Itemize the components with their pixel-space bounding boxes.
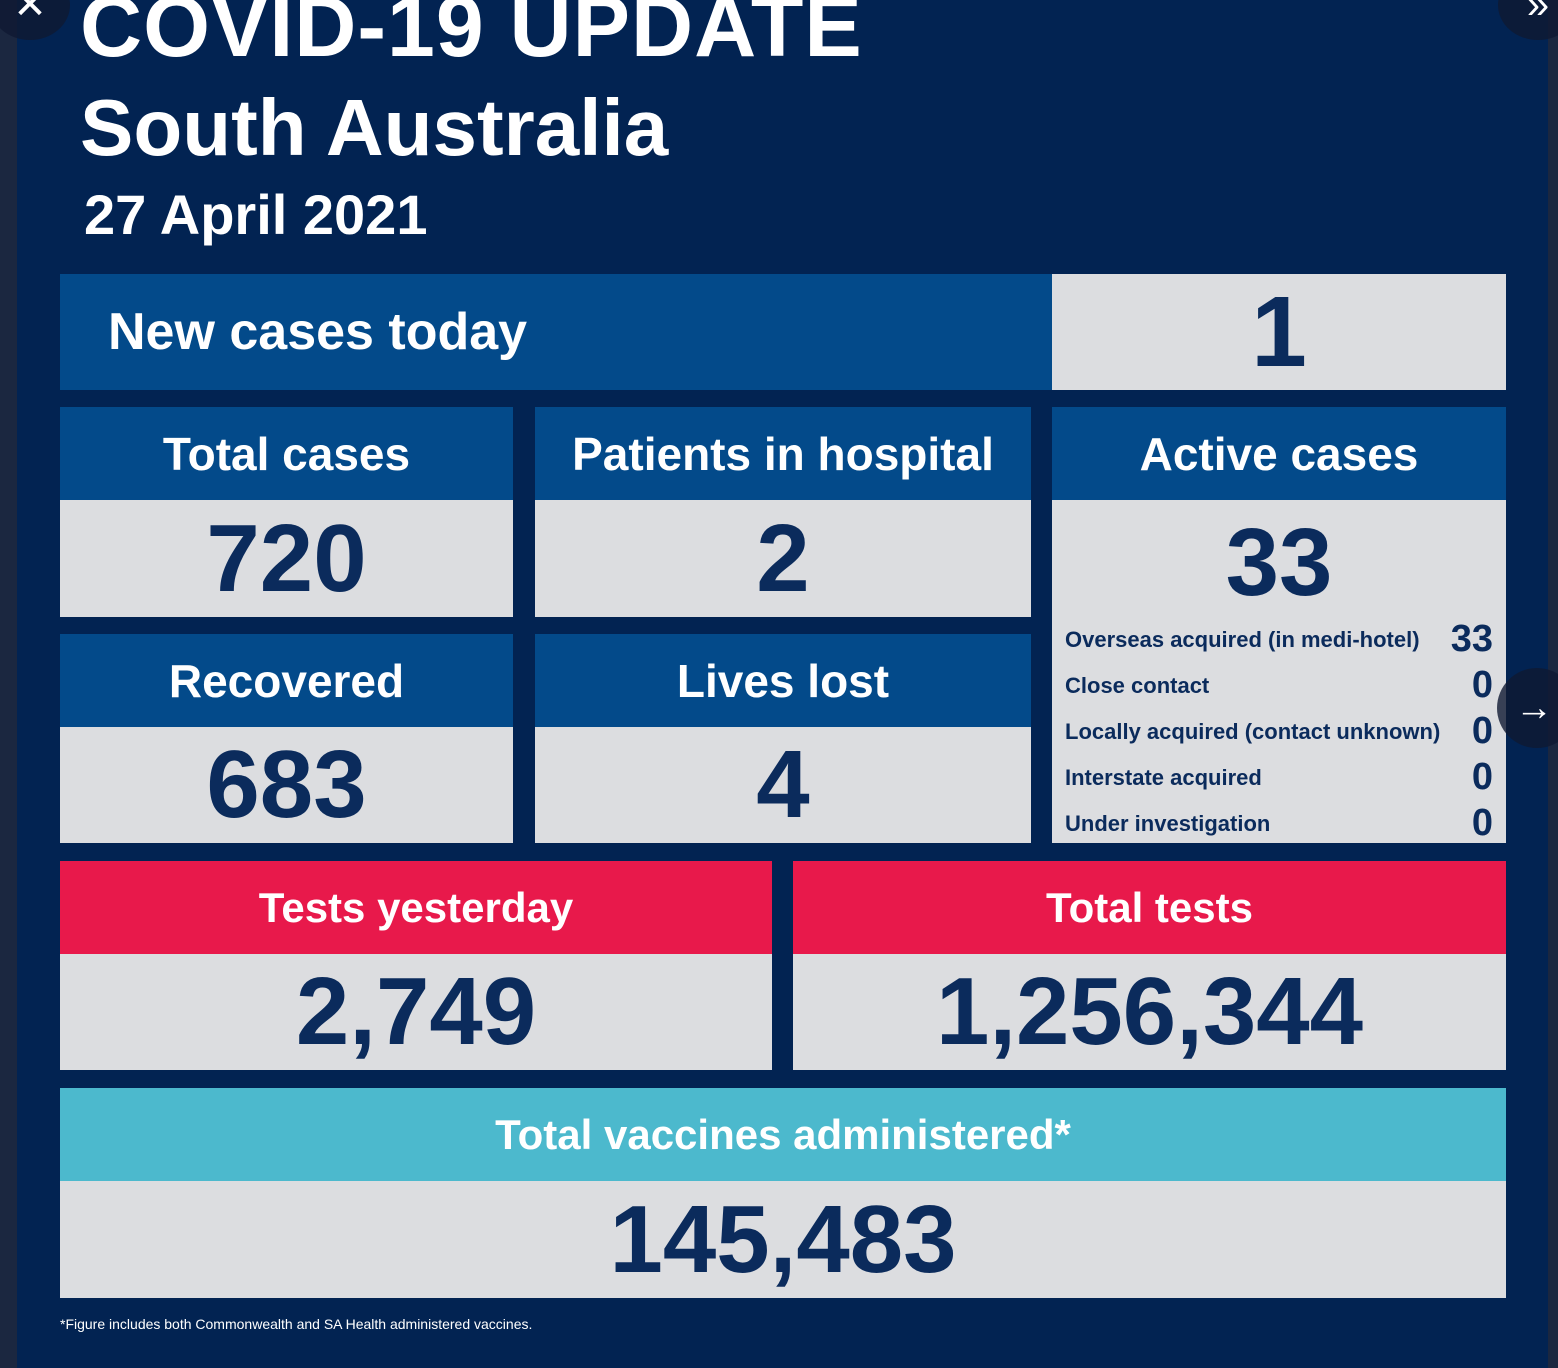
vaccines-label: Total vaccines administered*: [60, 1088, 1506, 1181]
total-tests-label: Total tests: [793, 861, 1506, 954]
title: COVID-19 UPDATE: [80, 0, 863, 75]
hospital-label: Patients in hospital: [535, 407, 1031, 500]
lives-lost-label: Lives lost: [535, 634, 1031, 727]
close-icon: ✕: [13, 0, 47, 27]
active-cases-label: Active cases: [1052, 407, 1506, 500]
total-cases-value: 720: [60, 500, 513, 617]
recovered-value: 683: [60, 727, 513, 843]
hospital-value: 2: [535, 500, 1031, 617]
recovered-label: Recovered: [60, 634, 513, 727]
region: South Australia: [80, 83, 669, 172]
tests-yesterday-label: Tests yesterday: [60, 861, 772, 954]
footnote: *Figure includes both Commonwealth and S…: [60, 1316, 533, 1332]
tests-yesterday-value: 2,749: [60, 954, 772, 1070]
total-tests-value: 1,256,344: [793, 954, 1506, 1070]
lives-lost-value: 4: [535, 727, 1031, 843]
double-chevron-right-icon: »: [1526, 0, 1550, 27]
vaccines-value: 145,483: [60, 1181, 1506, 1298]
active-breakdown-row: Interstate acquired 0: [1065, 756, 1493, 798]
new-cases-label: New cases today: [60, 274, 1052, 390]
next-image-button[interactable]: →: [1497, 668, 1558, 748]
new-cases-value: 1: [1052, 274, 1506, 390]
active-cases-value: 33: [1052, 500, 1506, 843]
active-breakdown-row: Locally acquired (contact unknown) 0: [1065, 710, 1493, 752]
active-breakdown-row: Under investigation 0: [1065, 802, 1493, 844]
active-breakdown-row: Close contact 0: [1065, 664, 1493, 706]
arrow-right-icon: →: [1515, 686, 1553, 729]
active-breakdown-row: Overseas acquired (in medi-hotel) 33: [1065, 618, 1493, 660]
date: 27 April 2021: [84, 183, 428, 246]
total-cases-label: Total cases: [60, 407, 513, 500]
